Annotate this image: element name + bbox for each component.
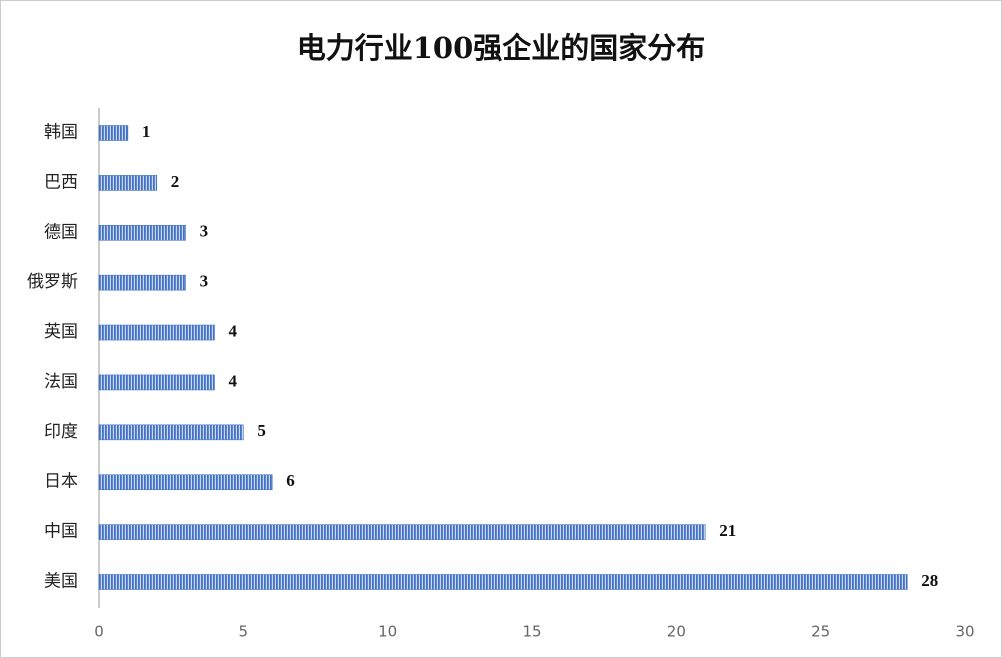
bar	[98, 524, 706, 540]
x-tick-label: 30	[955, 623, 974, 641]
value-label: 4	[228, 321, 237, 340]
x-tick-label: 15	[522, 623, 541, 641]
value-label: 3	[200, 272, 209, 291]
bar	[98, 374, 215, 391]
value-label: 1	[142, 122, 151, 141]
y-tick-label: 德国	[44, 222, 78, 242]
value-label: 21	[719, 521, 736, 540]
x-tick-label: 25	[811, 623, 830, 641]
y-tick-label: 法国	[44, 372, 78, 392]
value-label: 5	[257, 421, 266, 440]
value-label: 3	[200, 222, 209, 241]
bar	[98, 274, 186, 291]
y-tick-label: 俄罗斯	[27, 272, 78, 292]
x-tick-label: 10	[378, 623, 397, 641]
x-tick-label: 20	[667, 623, 686, 641]
y-tick-label: 印度	[44, 422, 78, 442]
bar	[98, 474, 273, 491]
y-tick-label: 韩国	[44, 123, 78, 143]
value-label: 6	[286, 471, 295, 490]
y-tick-label: 日本	[44, 472, 78, 492]
bar	[98, 175, 158, 191]
y-tick-label: 中国	[44, 522, 78, 542]
y-tick-label: 英国	[44, 322, 78, 342]
y-tick-label: 巴西	[44, 172, 78, 192]
y-tick-label: 美国	[44, 572, 78, 592]
bar	[98, 424, 244, 441]
value-label: 28	[921, 571, 938, 590]
value-label: 2	[171, 172, 180, 191]
bar	[98, 574, 908, 590]
bar	[98, 224, 186, 241]
bar	[98, 125, 129, 141]
x-tick-label: 5	[239, 623, 249, 641]
x-tick-label: 0	[94, 623, 104, 641]
chart-title: 电力行业100强企业的国家分布	[297, 31, 706, 65]
value-label: 4	[228, 371, 237, 390]
bar	[98, 324, 215, 341]
